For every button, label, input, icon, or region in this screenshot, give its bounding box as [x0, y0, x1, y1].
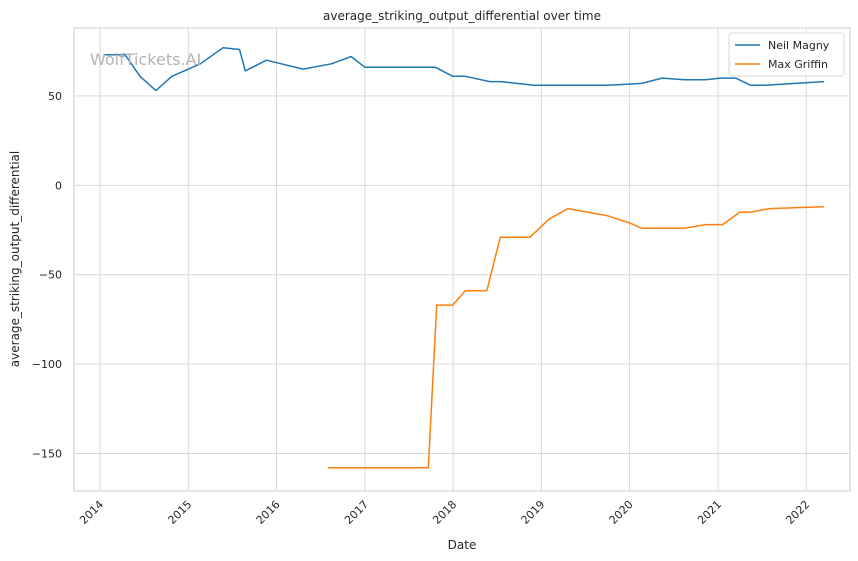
x-tick-label: 2016 [254, 498, 283, 527]
x-tick-label: 2021 [695, 498, 724, 527]
y-axis-label: average_striking_output_differential [8, 151, 22, 367]
series-line-neil-magny [103, 46, 824, 92]
x-tick-label: 2018 [430, 498, 459, 527]
legend-box [728, 32, 845, 77]
x-axis-label: Date [448, 538, 477, 552]
x-tick-label: 2014 [77, 498, 106, 527]
y-tick-label: 0 [55, 179, 62, 192]
x-tick-label: 2019 [519, 498, 548, 527]
x-tick-label: 2020 [607, 498, 636, 527]
y-tick-label: 50 [48, 90, 62, 103]
watermark: WolfTickets.AI [90, 50, 201, 69]
plot-area [73, 27, 851, 492]
y-axis-ticks: 50 0 −50 −100 −150 [32, 90, 62, 461]
series-layer [103, 46, 824, 469]
y-tick-label: −150 [32, 447, 62, 460]
x-axis-ticks: 2014 2015 2016 2017 2018 2019 2020 2021 2022 [77, 498, 812, 527]
series-line-max-griffin [328, 206, 824, 469]
x-tick-label: 2015 [165, 498, 194, 527]
grid [74, 28, 850, 491]
y-tick-label: −50 [39, 269, 62, 282]
y-tick-label: −100 [32, 358, 62, 371]
x-tick-label: 2022 [783, 498, 812, 527]
x-tick-label: 2017 [342, 498, 371, 527]
legend: Neil Magny Max Griffin [728, 32, 845, 77]
legend-label-neil-magny: Neil Magny [768, 39, 830, 52]
legend-label-max-griffin: Max Griffin [768, 58, 828, 71]
chart-title: average_striking_output_differential ove… [323, 9, 601, 23]
